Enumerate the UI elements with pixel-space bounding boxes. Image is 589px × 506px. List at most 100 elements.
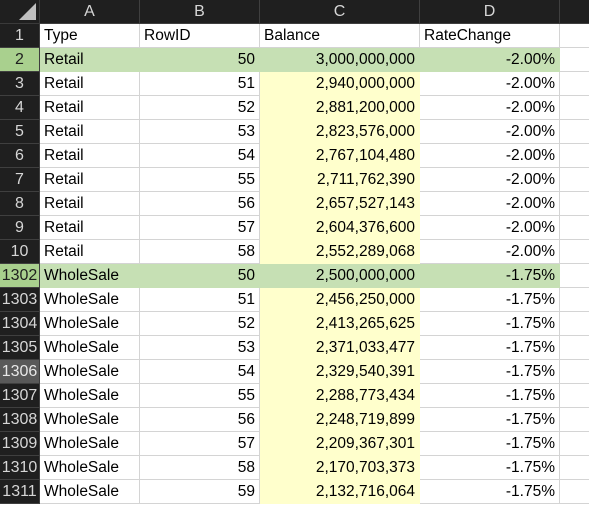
cell-rowid[interactable]: 54	[140, 144, 260, 168]
row-header[interactable]: 1304	[0, 312, 40, 336]
cell-balance[interactable]: 2,881,200,000	[260, 96, 420, 120]
cell-ratechange[interactable]: -1.75%	[420, 408, 560, 432]
cell-ratechange[interactable]: -2.00%	[420, 144, 560, 168]
cell-type[interactable]: Retail	[40, 96, 140, 120]
cell-rowid[interactable]: RowID	[140, 24, 260, 48]
row-header[interactable]: 1309	[0, 432, 40, 456]
cell-rowid[interactable]: 50	[140, 264, 260, 288]
column-header-c[interactable]: C	[260, 0, 420, 24]
cell-balance[interactable]: Balance	[260, 24, 420, 48]
cell-rowid[interactable]: 58	[140, 456, 260, 480]
cell-ratechange[interactable]: -1.75%	[420, 312, 560, 336]
row-header[interactable]: 1303	[0, 288, 40, 312]
row-header[interactable]: 2	[0, 48, 40, 72]
row-header[interactable]: 3	[0, 72, 40, 96]
cell-ratechange[interactable]: -1.75%	[420, 480, 560, 504]
row-header[interactable]: 1310	[0, 456, 40, 480]
row-header[interactable]: 1307	[0, 384, 40, 408]
cell-ratechange[interactable]: -1.75%	[420, 456, 560, 480]
row-header[interactable]: 7	[0, 168, 40, 192]
cell-balance[interactable]: 2,456,250,000	[260, 288, 420, 312]
cell-type[interactable]: WholeSale	[40, 288, 140, 312]
cell-type[interactable]: WholeSale	[40, 408, 140, 432]
cell-balance[interactable]: 3,000,000,000	[260, 48, 420, 72]
cell-rowid[interactable]: 59	[140, 480, 260, 504]
cell-type[interactable]: WholeSale	[40, 264, 140, 288]
row-header[interactable]: 8	[0, 192, 40, 216]
cell-rowid[interactable]: 56	[140, 408, 260, 432]
cell-ratechange[interactable]: -1.75%	[420, 288, 560, 312]
column-header-d[interactable]: D	[420, 0, 560, 24]
cell-rowid[interactable]: 52	[140, 96, 260, 120]
row-header[interactable]: 1306	[0, 360, 40, 384]
cell-rowid[interactable]: 57	[140, 216, 260, 240]
cell-type[interactable]: Retail	[40, 168, 140, 192]
cell-type[interactable]: WholeSale	[40, 360, 140, 384]
cell-balance[interactable]: 2,132,716,064	[260, 480, 420, 504]
cell-balance[interactable]: 2,248,719,899	[260, 408, 420, 432]
cell-balance[interactable]: 2,823,576,000	[260, 120, 420, 144]
cell-ratechange[interactable]: -2.00%	[420, 192, 560, 216]
cell-ratechange[interactable]: -2.00%	[420, 72, 560, 96]
cell-rowid[interactable]: 51	[140, 72, 260, 96]
row-header[interactable]: 1305	[0, 336, 40, 360]
cell-type[interactable]: Retail	[40, 72, 140, 96]
cell-type[interactable]: WholeSale	[40, 456, 140, 480]
column-header-a[interactable]: A	[40, 0, 140, 24]
cell-rowid[interactable]: 52	[140, 312, 260, 336]
cell-balance[interactable]: 2,552,289,068	[260, 240, 420, 264]
cell-ratechange[interactable]: -1.75%	[420, 336, 560, 360]
cell-balance[interactable]: 2,940,000,000	[260, 72, 420, 96]
cell-type[interactable]: WholeSale	[40, 336, 140, 360]
cell-ratechange[interactable]: -1.75%	[420, 432, 560, 456]
cell-rowid[interactable]: 55	[140, 384, 260, 408]
cell-type[interactable]: WholeSale	[40, 480, 140, 504]
cell-rowid[interactable]: 53	[140, 336, 260, 360]
cell-ratechange[interactable]: -1.75%	[420, 264, 560, 288]
cell-rowid[interactable]: 53	[140, 120, 260, 144]
cell-type[interactable]: Retail	[40, 216, 140, 240]
cell-type[interactable]: Type	[40, 24, 140, 48]
cell-rowid[interactable]: 50	[140, 48, 260, 72]
row-header[interactable]: 6	[0, 144, 40, 168]
cell-balance[interactable]: 2,711,762,390	[260, 168, 420, 192]
cell-type[interactable]: Retail	[40, 240, 140, 264]
row-header[interactable]: 9	[0, 216, 40, 240]
row-header[interactable]: 1302	[0, 264, 40, 288]
cell-type[interactable]: Retail	[40, 192, 140, 216]
cell-ratechange[interactable]: -2.00%	[420, 48, 560, 72]
column-header-b[interactable]: B	[140, 0, 260, 24]
cell-balance[interactable]: 2,288,773,434	[260, 384, 420, 408]
cell-ratechange[interactable]: -2.00%	[420, 96, 560, 120]
cell-type[interactable]: WholeSale	[40, 432, 140, 456]
cell-ratechange[interactable]: RateChange	[420, 24, 560, 48]
cell-ratechange[interactable]: -2.00%	[420, 216, 560, 240]
cell-balance[interactable]: 2,767,104,480	[260, 144, 420, 168]
cell-ratechange[interactable]: -2.00%	[420, 120, 560, 144]
cell-rowid[interactable]: 54	[140, 360, 260, 384]
row-header[interactable]: 10	[0, 240, 40, 264]
row-header[interactable]: 4	[0, 96, 40, 120]
cell-rowid[interactable]: 56	[140, 192, 260, 216]
cell-type[interactable]: Retail	[40, 144, 140, 168]
row-header[interactable]: 1311	[0, 480, 40, 504]
cell-balance[interactable]: 2,371,033,477	[260, 336, 420, 360]
row-header[interactable]: 1308	[0, 408, 40, 432]
cell-balance[interactable]: 2,500,000,000	[260, 264, 420, 288]
cell-rowid[interactable]: 55	[140, 168, 260, 192]
cell-type[interactable]: WholeSale	[40, 384, 140, 408]
cell-balance[interactable]: 2,413,265,625	[260, 312, 420, 336]
cell-type[interactable]: Retail	[40, 120, 140, 144]
cell-type[interactable]: WholeSale	[40, 312, 140, 336]
cell-balance[interactable]: 2,604,376,600	[260, 216, 420, 240]
row-header[interactable]: 5	[0, 120, 40, 144]
cell-balance[interactable]: 2,657,527,143	[260, 192, 420, 216]
cell-balance[interactable]: 2,209,367,301	[260, 432, 420, 456]
cell-type[interactable]: Retail	[40, 48, 140, 72]
select-all-button[interactable]	[0, 0, 40, 24]
cell-ratechange[interactable]: -1.75%	[420, 384, 560, 408]
cell-balance[interactable]: 2,329,540,391	[260, 360, 420, 384]
cell-ratechange[interactable]: -2.00%	[420, 168, 560, 192]
cell-balance[interactable]: 2,170,703,373	[260, 456, 420, 480]
cell-rowid[interactable]: 51	[140, 288, 260, 312]
